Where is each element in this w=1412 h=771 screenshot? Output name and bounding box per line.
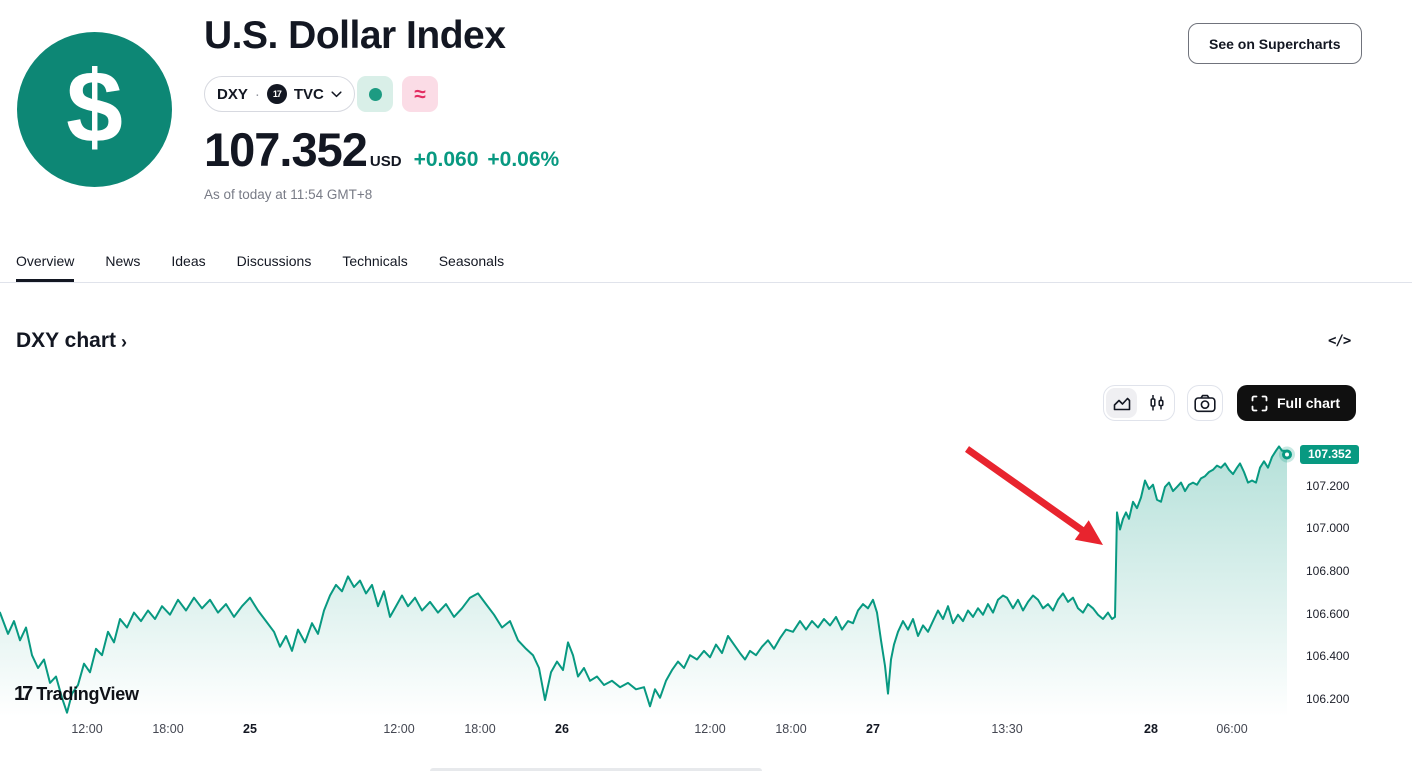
time-scale-label: 06:00 [1216,722,1248,736]
area-chart-icon [1113,397,1130,410]
symbol-switcher[interactable]: DXY · 17 TVC [204,76,355,112]
time-scale-label: 26 [555,722,569,736]
price-scale-label: 107.200 [1306,479,1350,493]
time-scale-label: 27 [866,722,880,736]
price-change: +0.060 [413,148,479,171]
time-scale-label: 18:00 [464,722,496,736]
time-scale-label: 12:00 [71,722,103,736]
exchange-code: TVC [293,85,324,103]
area-fill [0,446,1287,717]
price-scale-label: 106.400 [1306,649,1350,663]
camera-icon [1194,394,1216,412]
price-line [0,445,1288,714]
fullscreen-icon [1251,395,1268,411]
tab-overview[interactable]: Overview [16,244,75,282]
chart-type-switcher [1103,385,1175,421]
time-scale-label: 18:00 [775,722,807,736]
time-scale-label: 12:00 [383,722,415,736]
time-scale-label: 13:30 [991,722,1023,736]
full-chart-label: Full chart [1277,395,1341,411]
section-title-text: DXY chart [16,329,116,352]
tradingview-exchange-icon: 17 [266,84,287,104]
price-scale-label: 106.800 [1306,564,1350,578]
currency-label: USD [369,153,402,170]
embed-code-icon[interactable]: </> [1328,333,1351,349]
dollar-sign-icon: $ [66,49,123,164]
symbol-code: DXY [217,85,248,103]
chevron-right-icon: › [121,332,127,352]
wave-icon: ≈ [414,82,426,106]
similar-symbols-button[interactable]: ≈ [402,76,438,112]
separator-dot: · [254,85,260,103]
market-open-dot-icon [368,87,382,101]
time-scale-label: 18:00 [152,722,184,736]
watermark-label: TradingView [36,684,139,704]
price-change-percent: +0.06% [487,148,560,171]
time-scale-label: 12:00 [694,722,726,736]
time-scale-label: 25 [243,722,257,736]
price-scale-label: 106.200 [1306,692,1350,706]
tv-logo-glyph: 17 [272,89,282,99]
as-of-timestamp: As of today at 11:54 GMT+8 [204,187,373,202]
tab-seasonals[interactable]: Seasonals [438,253,505,269]
red-arrow-head [1074,520,1103,545]
chevron-down-icon [331,90,342,97]
symbol-tabs: Overview News Ideas Discussions Technicals Se… [0,244,1412,283]
last-price-badge: 107.352 [1300,445,1360,464]
tradingview-logo-icon: 17 [14,683,33,705]
page-title: U.S. Dollar Index [204,14,506,57]
snapshot-camera-button[interactable] [1187,385,1223,421]
full-chart-button[interactable]: Full chart [1237,385,1357,421]
tab-technicals[interactable]: Technicals [342,253,408,269]
tab-discussions[interactable]: Discussions [236,253,312,269]
see-on-supercharts-button[interactable]: See on Supercharts [1188,23,1362,64]
tab-news[interactable]: News [105,253,141,269]
symbol-logo: $ [17,32,172,187]
market-status-button[interactable] [357,76,393,112]
price-row: 107.352 USD +0.060 +0.06% [204,122,559,177]
time-scale-label: 28 [1144,722,1158,736]
price-scale-label: 106.600 [1306,607,1350,621]
next-section-peek [430,768,762,771]
red-arrow-shaft [964,446,1088,536]
price-chart[interactable] [0,440,1295,717]
tab-ideas[interactable]: Ideas [171,253,206,269]
last-price: 107.352 [204,123,368,176]
tradingview-watermark[interactable]: 17 TradingView [14,683,139,706]
candlestick-icon [1149,395,1164,411]
dxy-chart-link[interactable]: DXY chart › [16,329,127,353]
area-chart-type-button[interactable] [1106,388,1137,418]
price-scale-label: 107.000 [1306,521,1350,535]
candles-chart-type-button[interactable] [1141,388,1172,418]
last-point-core [1285,452,1289,457]
